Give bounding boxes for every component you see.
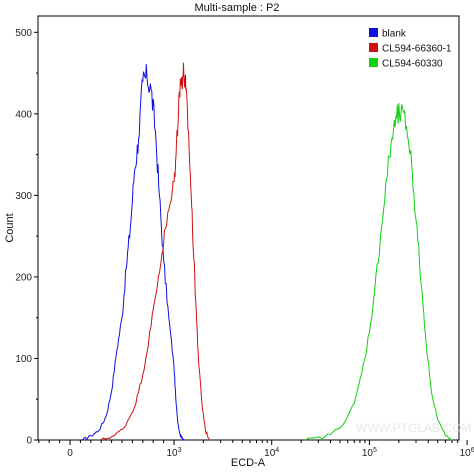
plot-area [37, 15, 460, 441]
y-axis: 0 100 200 300 400 500 [15, 28, 38, 447]
legend-swatch [369, 28, 378, 37]
x-tick-label: 103 [166, 447, 181, 459]
legend-label: CL594-66360-1 [382, 44, 452, 55]
legend-label: CL594-60330 [382, 59, 443, 70]
legend-label: blank [382, 29, 407, 40]
x-tick-label: 105 [362, 447, 377, 459]
legend-swatch [369, 43, 378, 52]
chart-title: Multi-sample : P2 [195, 2, 280, 14]
x-axis-label: ECD-A [231, 457, 266, 469]
y-tick-label: 300 [15, 191, 32, 202]
legend-swatch [369, 58, 378, 67]
y-tick-label: 500 [15, 28, 32, 39]
y-tick-label: 0 [26, 436, 32, 447]
legend: blank CL594-66360-1 CL594-60330 [369, 28, 452, 70]
series-line-1 [82, 64, 186, 441]
y-tick-label: 400 [15, 109, 32, 120]
watermark-text: WWW.PTGLAB.COM [356, 421, 471, 435]
y-axis-label: Count [4, 213, 16, 242]
series-layer [82, 62, 452, 441]
series-line-2 [100, 62, 210, 441]
x-axis: 0 103 104 105 106 [38, 440, 474, 459]
x-tick-label: 106 [460, 447, 474, 459]
y-tick-label: 200 [15, 272, 32, 283]
x-tick-label: 0 [67, 448, 73, 459]
x-tick-label: 104 [264, 447, 279, 459]
y-tick-label: 100 [15, 354, 32, 365]
series-line-3 [304, 103, 452, 441]
